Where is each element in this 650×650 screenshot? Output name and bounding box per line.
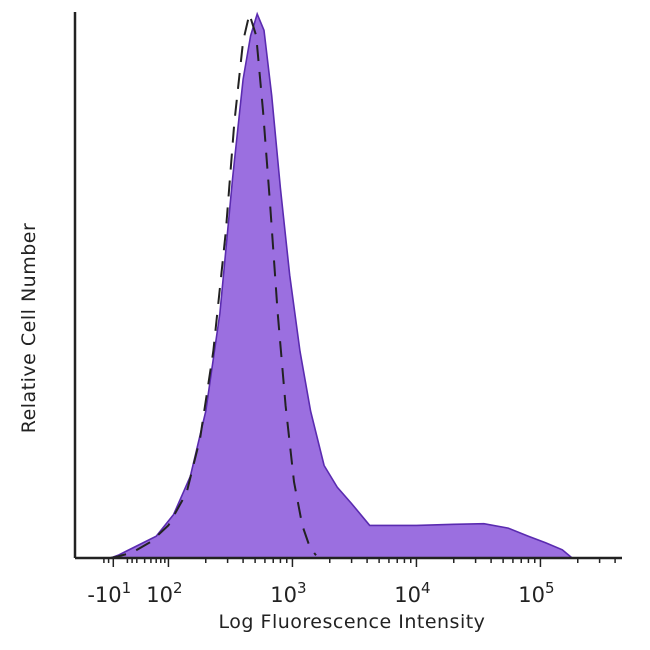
y-axis-title: Relative Cell Number: [18, 223, 40, 434]
plot-area: [110, 10, 575, 559]
x-tick-label: 103: [270, 579, 306, 607]
x-axis-title: Log Fluorescence Intensity: [219, 611, 486, 633]
x-tick-label: 105: [518, 579, 554, 607]
x-tick-label: 104: [394, 579, 430, 607]
x-axis-ticks: -101 102 103 104 105: [87, 558, 616, 607]
x-tick-label: 102: [146, 579, 182, 607]
filled-histogram-series: [110, 11, 575, 559]
dashed-histogram-series: [110, 10, 317, 559]
x-tick-label: -101: [87, 579, 131, 607]
